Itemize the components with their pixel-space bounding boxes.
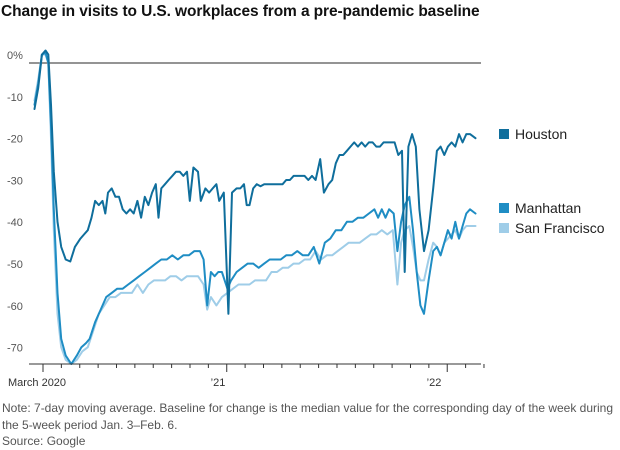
x-tick-label: ’21 xyxy=(211,377,226,389)
x-tick-label: ’22 xyxy=(427,377,442,389)
legend: Houston Manhattan San Francisco xyxy=(499,126,605,236)
legend-label-manhattan: Manhattan xyxy=(515,200,581,216)
legend-label-san-francisco: San Francisco xyxy=(515,220,605,236)
y-tick-label: -40 xyxy=(7,217,23,229)
y-tick-label: -70 xyxy=(7,343,23,355)
chart-source: Source: Google xyxy=(2,434,86,448)
y-tick-label: 0% xyxy=(7,50,23,62)
legend-swatch xyxy=(499,129,509,139)
y-tick-label: -10 xyxy=(7,92,23,104)
y-tick-label: -60 xyxy=(7,301,23,313)
legend-swatch xyxy=(499,203,509,213)
line-chart: 0% -10 -20 -30 -40 -50 -60 -70 March 2020 ’21 ’22… xyxy=(7,49,605,389)
legend-label-houston: Houston xyxy=(515,126,567,142)
series-line-manhattan xyxy=(33,51,477,365)
y-axis: 0% -10 -20 -30 -40 -50 -60 -70 xyxy=(7,50,23,355)
series-line-san-francisco xyxy=(33,53,477,365)
chart-title: Change in visits to U.S. workplaces from… xyxy=(1,3,480,20)
series-line-houston xyxy=(33,49,477,315)
y-tick-label: -20 xyxy=(7,134,23,146)
y-tick-label: -50 xyxy=(7,259,23,271)
x-axis: March 2020 ’21 ’22 xyxy=(8,363,485,389)
x-tick-label: March 2020 xyxy=(8,377,66,389)
y-tick-label: -30 xyxy=(7,175,23,187)
series-layer xyxy=(33,49,477,365)
chart-note: Note: 7-day moving average. Baseline for… xyxy=(2,401,614,432)
legend-swatch xyxy=(499,223,509,233)
